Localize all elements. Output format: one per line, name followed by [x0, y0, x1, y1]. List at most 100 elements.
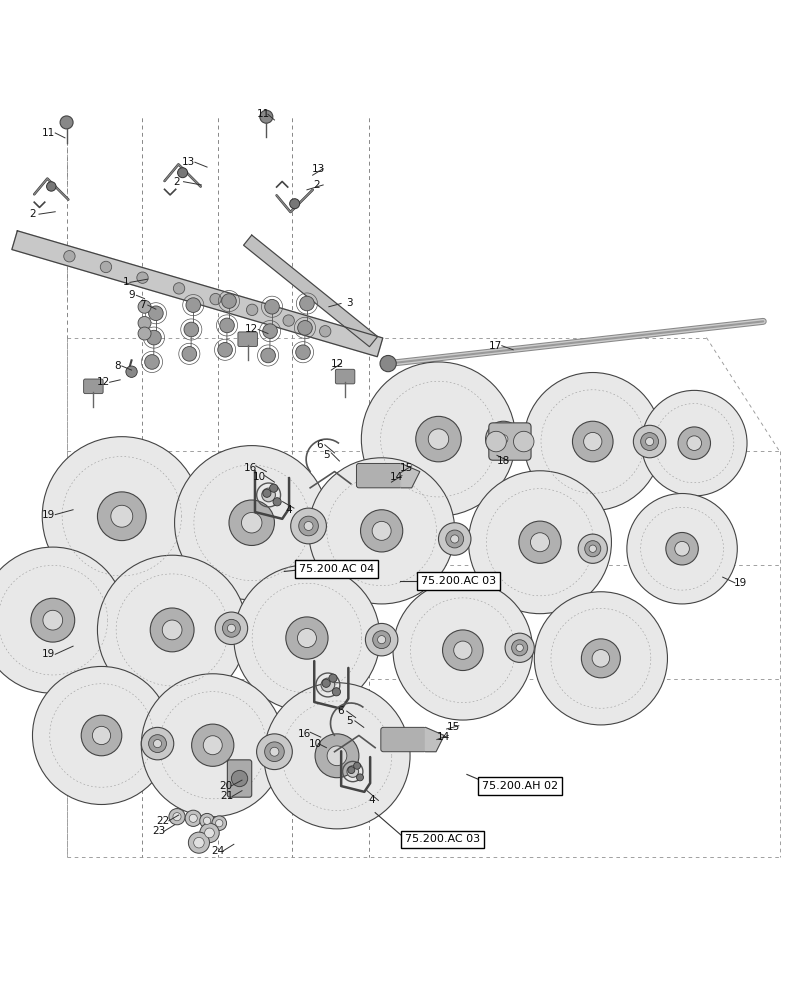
Text: 20: 20 [219, 781, 232, 791]
Circle shape [361, 362, 515, 516]
Circle shape [372, 631, 390, 649]
Circle shape [674, 541, 689, 556]
Circle shape [360, 510, 402, 552]
Circle shape [264, 742, 284, 762]
Circle shape [153, 740, 161, 748]
Circle shape [485, 431, 506, 452]
Circle shape [126, 366, 137, 377]
Circle shape [209, 293, 221, 305]
Circle shape [169, 809, 185, 825]
Circle shape [298, 321, 312, 335]
Circle shape [147, 330, 161, 345]
Circle shape [136, 272, 148, 283]
Text: 13: 13 [311, 164, 324, 174]
Circle shape [272, 498, 281, 506]
Circle shape [516, 644, 523, 651]
Circle shape [32, 666, 170, 804]
Circle shape [150, 608, 194, 652]
Circle shape [141, 727, 174, 760]
Text: 10: 10 [308, 739, 321, 749]
Text: 22: 22 [156, 816, 169, 826]
Circle shape [633, 425, 665, 458]
Circle shape [583, 432, 601, 451]
Circle shape [101, 261, 112, 273]
Circle shape [188, 832, 209, 853]
Circle shape [60, 116, 73, 129]
Circle shape [81, 715, 122, 756]
Circle shape [216, 820, 222, 827]
Circle shape [577, 534, 607, 563]
Circle shape [347, 767, 354, 774]
Text: 9: 9 [128, 290, 135, 300]
Circle shape [445, 530, 463, 548]
Circle shape [295, 345, 310, 360]
Text: 17: 17 [488, 341, 501, 351]
Circle shape [584, 541, 600, 557]
Circle shape [212, 816, 226, 830]
Circle shape [263, 489, 271, 497]
Circle shape [591, 650, 609, 667]
Circle shape [220, 318, 234, 333]
Text: 4: 4 [368, 795, 375, 805]
Circle shape [498, 435, 508, 444]
Circle shape [194, 837, 204, 848]
Circle shape [427, 429, 448, 449]
FancyBboxPatch shape [380, 727, 426, 752]
Text: 12: 12 [97, 377, 110, 387]
Circle shape [504, 633, 534, 662]
Circle shape [141, 674, 284, 817]
Text: 3: 3 [345, 298, 352, 308]
Circle shape [92, 726, 110, 745]
Circle shape [665, 532, 697, 565]
Circle shape [222, 619, 240, 637]
Text: 6: 6 [315, 440, 322, 450]
Text: 2: 2 [174, 177, 180, 187]
Polygon shape [401, 463, 419, 488]
Circle shape [97, 555, 247, 705]
Circle shape [256, 734, 292, 770]
Circle shape [174, 446, 328, 600]
Text: 5: 5 [323, 450, 329, 460]
Circle shape [320, 678, 334, 692]
Circle shape [260, 348, 275, 363]
Circle shape [377, 636, 385, 644]
Circle shape [686, 436, 701, 450]
Circle shape [138, 300, 151, 313]
Text: 19: 19 [733, 578, 746, 588]
Circle shape [320, 326, 331, 337]
Circle shape [269, 484, 277, 492]
Text: 15: 15 [399, 463, 412, 473]
Circle shape [518, 521, 560, 563]
Circle shape [186, 298, 200, 312]
Circle shape [269, 747, 279, 756]
Circle shape [217, 342, 232, 357]
Circle shape [215, 612, 247, 645]
Circle shape [453, 641, 471, 659]
Circle shape [493, 429, 513, 449]
Circle shape [148, 306, 163, 321]
Text: 5: 5 [345, 716, 352, 726]
Text: 16: 16 [298, 729, 311, 739]
Circle shape [110, 505, 133, 527]
Circle shape [227, 624, 235, 632]
Circle shape [438, 523, 470, 555]
Text: 2: 2 [29, 209, 36, 219]
Circle shape [332, 688, 340, 696]
Circle shape [589, 545, 595, 552]
Circle shape [415, 416, 461, 462]
Text: 8: 8 [114, 361, 121, 371]
Circle shape [173, 813, 181, 821]
FancyBboxPatch shape [84, 379, 103, 394]
Circle shape [31, 598, 75, 642]
Circle shape [162, 620, 182, 640]
Circle shape [241, 513, 262, 533]
Circle shape [299, 296, 314, 311]
Text: 75.200.AH 02: 75.200.AH 02 [481, 781, 557, 791]
Circle shape [42, 437, 201, 596]
FancyBboxPatch shape [488, 423, 530, 460]
Text: 15: 15 [446, 722, 459, 732]
Circle shape [468, 471, 611, 614]
Circle shape [261, 488, 275, 502]
Text: 11: 11 [42, 128, 55, 138]
Text: 75.200.AC 03: 75.200.AC 03 [405, 834, 479, 844]
